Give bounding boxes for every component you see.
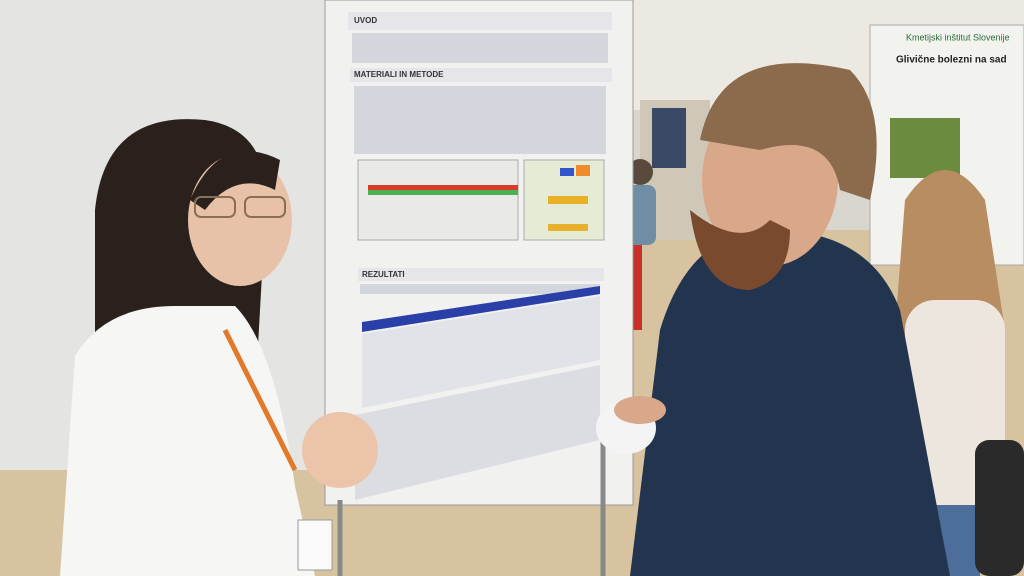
poster-heading: REZULTATI [362,270,405,279]
poster-figure [357,159,519,241]
screen [652,108,686,168]
poster-text-block [355,365,600,500]
name-badge [297,519,333,571]
side-poster-institute: Kmetijski inštitut Slovenije [906,32,1010,42]
poster-table [362,296,600,408]
poster: UVOD MATERIALI IN METODE REZULTATI [348,12,612,500]
poster-text-block [354,86,606,154]
poster-figure-block [576,165,590,176]
man-beard [690,210,790,290]
side-poster-title: Glivične bolezni na sad [896,55,1007,66]
poster-text-block [360,284,600,294]
poster-section-bar [350,68,612,82]
lanyard [222,328,298,472]
poster-figure-band [368,185,518,190]
woman-blouse [60,306,315,576]
man-sweater [630,230,950,576]
poster-figure-block [548,196,588,204]
poster-figure-block [548,224,588,231]
woman-fringe [190,151,280,210]
man-hair [700,63,877,200]
poster-table-header [362,286,600,332]
poster-text-block [352,33,608,63]
poster-section-bar [348,12,612,30]
woman-hands [302,412,378,488]
glasses [244,196,286,218]
poster-figure-band [368,190,518,195]
poster-heading: MATERIALI IN METODE [354,70,444,79]
glasses [194,196,236,218]
poster-figure-block [560,168,574,176]
poster-heading: UVOD [354,16,377,25]
handbag [975,440,1024,576]
man-hand [614,396,666,424]
side-poster-photo [890,118,960,178]
poster-section-bar [358,268,604,281]
